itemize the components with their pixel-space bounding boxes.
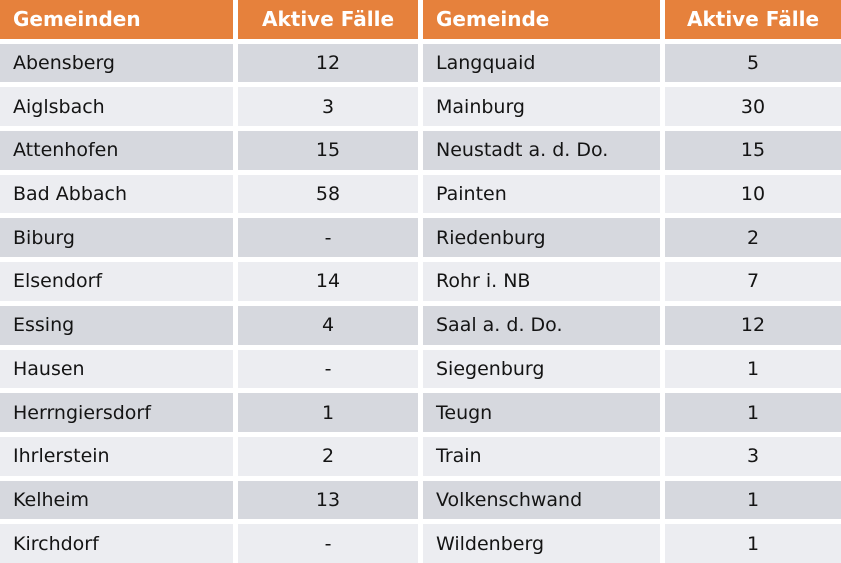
active-cases-value: 1 — [665, 393, 841, 432]
active-cases-value: 1 — [665, 480, 841, 520]
active-cases-value: 4 — [238, 305, 418, 345]
col-header-gemeinde: Gemeinde — [423, 0, 660, 39]
municipality-name: Elsendorf — [0, 262, 233, 301]
active-cases-value: - — [238, 524, 418, 563]
active-cases-value: 12 — [238, 43, 418, 83]
active-cases-value: - — [238, 349, 418, 389]
active-cases-value: 7 — [665, 262, 841, 301]
municipality-name: Riedenburg — [423, 218, 660, 258]
municipality-name: Volkenschwand — [423, 480, 660, 520]
municipality-name: Saal a. d. Do. — [423, 305, 660, 345]
municipality-name: Biburg — [0, 218, 233, 258]
active-cases-value: 13 — [238, 480, 418, 520]
municipality-name: Attenhofen — [0, 131, 233, 170]
col-header-aktive-faelle-right: Aktive Fälle — [665, 0, 841, 39]
active-cases-value: 2 — [238, 436, 418, 476]
active-cases-value: 10 — [665, 174, 841, 214]
active-cases-value: 30 — [665, 87, 841, 127]
municipality-name: Teugn — [423, 393, 660, 432]
municipality-name: Neustadt a. d. Do. — [423, 131, 660, 170]
active-cases-value: 3 — [665, 436, 841, 476]
col-header-gemeinden: Gemeinden — [0, 0, 233, 39]
municipality-name: Rohr i. NB — [423, 262, 660, 301]
municipality-name: Herrngiersdorf — [0, 393, 233, 432]
municipality-name: Ihrlerstein — [0, 436, 233, 476]
municipality-name: Siegenburg — [423, 349, 660, 389]
municipality-name: Kirchdorf — [0, 524, 233, 563]
active-cases-value: - — [238, 218, 418, 258]
municipality-name: Painten — [423, 174, 660, 214]
municipality-name: Abensberg — [0, 43, 233, 83]
municipality-name: Bad Abbach — [0, 174, 233, 214]
active-cases-value: 1 — [665, 349, 841, 389]
active-cases-value: 2 — [665, 218, 841, 258]
municipality-name: Aiglsbach — [0, 87, 233, 127]
municipality-name: Train — [423, 436, 660, 476]
municipality-name: Kelheim — [0, 480, 233, 520]
active-cases-value: 1 — [238, 393, 418, 432]
active-cases-value: 15 — [665, 131, 841, 170]
active-cases-value: 1 — [665, 524, 841, 563]
municipality-name: Mainburg — [423, 87, 660, 127]
col-header-aktive-faelle-left: Aktive Fälle — [238, 0, 418, 39]
active-cases-value: 12 — [665, 305, 841, 345]
municipality-name: Wildenberg — [423, 524, 660, 563]
active-cases-value: 58 — [238, 174, 418, 214]
active-cases-value: 14 — [238, 262, 418, 301]
municipality-name: Essing — [0, 305, 233, 345]
municipality-name: Hausen — [0, 349, 233, 389]
municipality-name: Langquaid — [423, 43, 660, 83]
active-cases-value: 5 — [665, 43, 841, 83]
active-cases-value: 3 — [238, 87, 418, 127]
active-cases-value: 15 — [238, 131, 418, 170]
